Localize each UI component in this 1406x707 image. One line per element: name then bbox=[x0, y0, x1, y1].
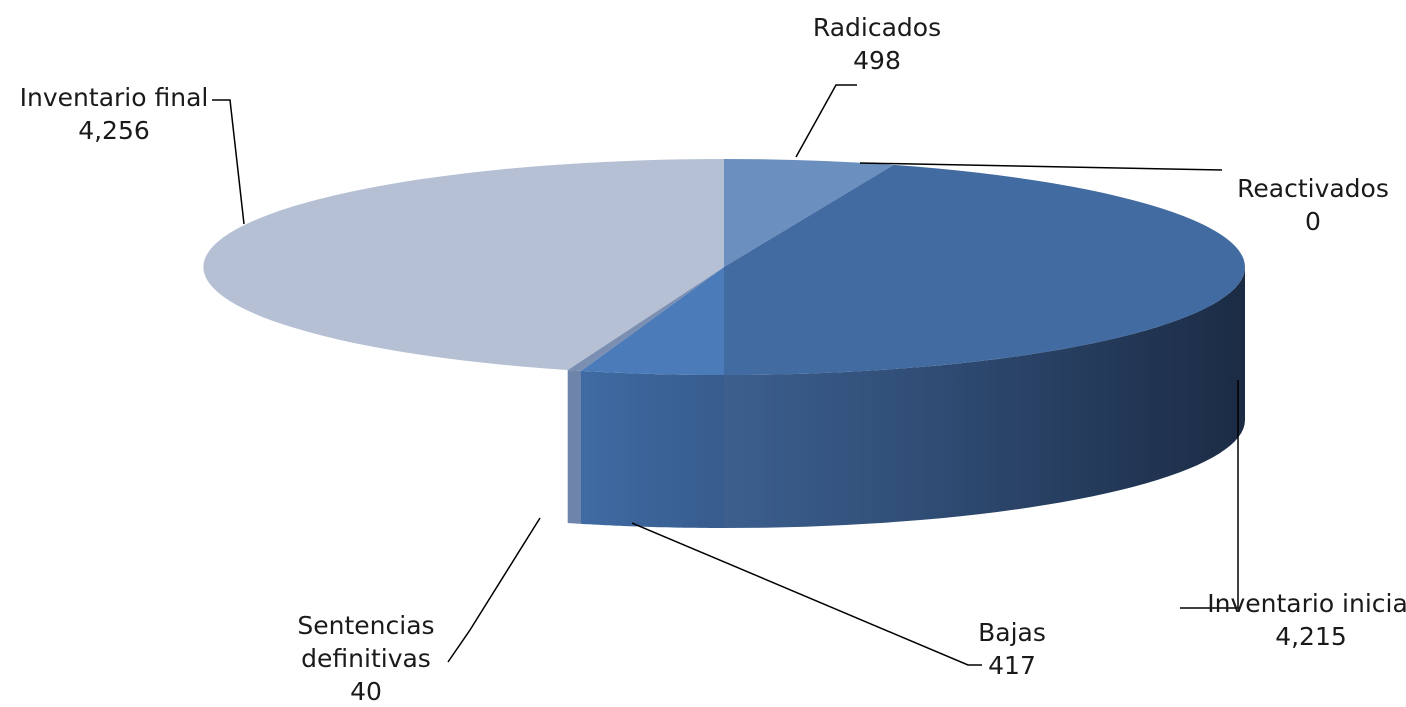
leader-lines bbox=[212, 84, 1239, 666]
data-label-reactivados: Reactivados 0 bbox=[1237, 174, 1389, 236]
data-label-bajas: Bajas 417 bbox=[978, 618, 1046, 680]
slice-radicados bbox=[724, 159, 894, 267]
label-category-text: Reactivados bbox=[1237, 174, 1389, 203]
slice-sentencias-definitivas bbox=[567, 267, 724, 371]
leader-line-sentencias-definitivas bbox=[447, 517, 541, 663]
label-category-text: Radicados bbox=[813, 13, 941, 42]
slice-inventario-final bbox=[203, 159, 724, 370]
data-label-radicados: Radicados 498 bbox=[813, 13, 941, 75]
pie-top-faces bbox=[203, 159, 1245, 376]
side-wall-inventario-inicial bbox=[724, 267, 1245, 528]
label-value-text: 0 bbox=[1305, 207, 1321, 236]
leader-line-inventario-final bbox=[212, 99, 245, 225]
leader-line-bajas bbox=[631, 522, 982, 666]
side-wall-bajas bbox=[581, 370, 724, 528]
label-category-text: Sentencias bbox=[297, 611, 434, 640]
data-label-sentencias-definitivas: Sentencias definitivas 40 bbox=[297, 611, 434, 706]
label-value-text: 417 bbox=[988, 651, 1036, 680]
label-value-text: 40 bbox=[350, 677, 382, 706]
leader-line-inventario-inicial bbox=[1180, 380, 1239, 609]
label-category-text: Inventario inicial bbox=[1207, 589, 1406, 618]
side-wall-sentencias-definitivas bbox=[567, 370, 581, 524]
slice-bajas bbox=[581, 267, 724, 376]
label-value-text: 4,256 bbox=[78, 116, 150, 145]
label-category-text: Bajas bbox=[978, 618, 1046, 647]
label-category-text: Inventario final bbox=[20, 83, 209, 112]
label-value-text: 4,215 bbox=[1275, 622, 1347, 651]
leader-line-radicados bbox=[795, 84, 857, 158]
data-label-inventario-final: Inventario final 4,256 bbox=[20, 83, 209, 145]
label-category-text: definitivas bbox=[301, 644, 431, 673]
label-value-text: 498 bbox=[853, 46, 901, 75]
data-label-inventario-inicial: Inventario inicial 4,215 bbox=[1207, 589, 1406, 651]
leader-line-reactivados bbox=[859, 162, 1223, 171]
slice-inventario-inicial bbox=[724, 164, 1245, 375]
data-labels: Radicados 498 Reactivados 0 Inventario inici… bbox=[20, 13, 1406, 706]
pie-side-walls bbox=[567, 267, 1245, 528]
